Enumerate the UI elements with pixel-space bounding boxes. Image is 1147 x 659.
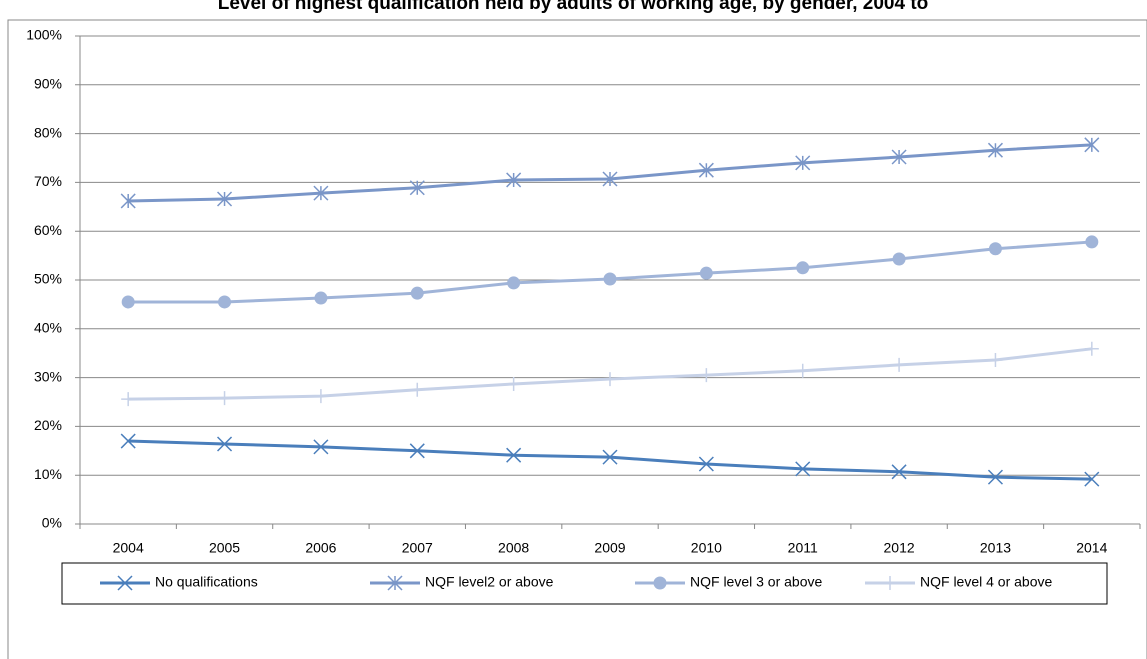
point-marker [217, 191, 233, 207]
point-marker [121, 392, 136, 407]
point-marker [603, 372, 617, 387]
y-tick-label: 10% [34, 466, 62, 482]
chart-title: Level of highest qualification held by a… [218, 0, 929, 14]
point-marker [795, 363, 810, 378]
point-marker [602, 171, 618, 187]
x-tick-label: 2014 [1076, 540, 1107, 556]
point-marker [120, 193, 136, 209]
point-marker [410, 382, 425, 397]
x-tick-label: 2013 [980, 540, 1011, 556]
series-line [128, 439, 1092, 481]
x-tick-label: 2006 [305, 540, 336, 556]
point-marker [891, 464, 907, 480]
point-marker [988, 353, 1003, 368]
point-marker [795, 155, 811, 171]
x-tick-label: 2004 [113, 540, 144, 556]
y-tick-label: 50% [34, 271, 62, 287]
point-marker [699, 266, 713, 280]
point-marker [1084, 137, 1100, 153]
series-line [128, 240, 1092, 304]
point-marker [506, 447, 522, 463]
point-marker [313, 185, 329, 201]
x-tick-label: 2009 [594, 540, 625, 556]
point-marker [796, 261, 810, 275]
legend-marker [883, 576, 897, 590]
point-marker [506, 376, 521, 391]
legend-label: NQF level 4 or above [920, 574, 1052, 590]
point-marker [892, 252, 906, 266]
legend-box [61, 562, 1108, 605]
x-tick-label: 2012 [884, 540, 915, 556]
point-marker [1084, 341, 1099, 356]
point-marker [892, 357, 907, 372]
y-tick-label: 40% [34, 320, 62, 336]
point-marker [603, 272, 617, 286]
x-tick-label: 2010 [691, 540, 722, 556]
point-marker [314, 291, 328, 305]
y-tick-label: 60% [34, 222, 62, 238]
point-marker [987, 142, 1003, 158]
y-tick-label: 70% [34, 173, 62, 189]
point-marker [410, 286, 424, 300]
y-tick-label: 80% [34, 124, 62, 140]
y-tick-label: 90% [34, 76, 62, 92]
legend-label: NQF level2 or above [425, 574, 554, 590]
x-tick-label: 2007 [402, 540, 433, 556]
x-tick-label: 2011 [788, 540, 818, 556]
point-marker [987, 469, 1003, 485]
point-marker [409, 443, 425, 459]
y-tick-label: 30% [34, 368, 62, 384]
point-marker [313, 439, 329, 455]
point-marker [313, 389, 328, 404]
point-marker [988, 242, 1002, 256]
y-tick-label: 0% [42, 515, 62, 531]
point-marker [217, 391, 232, 406]
point-marker [507, 276, 521, 290]
legend-label: NQF level 3 or above [690, 574, 822, 590]
x-tick-label: 2008 [498, 540, 529, 556]
x-tick-label: 2005 [209, 540, 240, 556]
point-marker [698, 162, 714, 178]
y-tick-label: 100% [26, 27, 62, 43]
y-tick-label: 20% [34, 417, 62, 433]
point-marker [1084, 471, 1100, 487]
legend-marker [387, 575, 403, 591]
point-marker [120, 433, 136, 449]
legend-marker [117, 575, 133, 591]
chart-border [7, 19, 1147, 659]
point-marker [217, 436, 233, 452]
point-marker [218, 295, 232, 309]
point-marker [409, 180, 425, 196]
point-marker [795, 461, 811, 477]
point-marker [506, 172, 522, 188]
point-marker [602, 449, 618, 465]
point-marker [698, 456, 714, 472]
point-marker [891, 149, 907, 165]
point-marker [121, 295, 135, 309]
legend-marker [653, 576, 667, 590]
legend-label: No qualifications [155, 574, 258, 590]
point-marker [1085, 235, 1099, 249]
point-marker [699, 368, 714, 383]
